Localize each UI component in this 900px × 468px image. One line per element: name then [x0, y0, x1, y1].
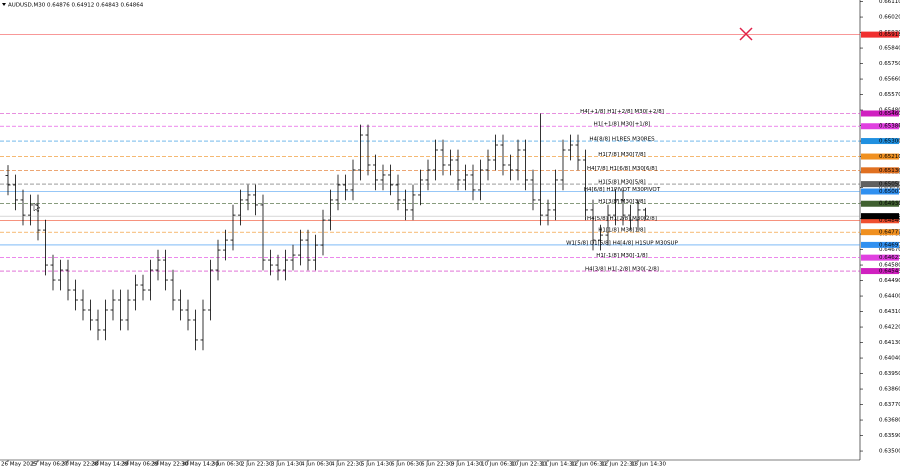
price-tag-label: 0.65007 — [879, 189, 900, 195]
level-label: H4[7/8] H1[6/8] M30[6/8] — [587, 166, 657, 172]
price-tag — [861, 167, 899, 174]
price-tag-label: 0.64545 — [879, 269, 900, 275]
level-label: H4[+1/8] H1[+2/8] M30[+2/8] — [580, 109, 664, 115]
menu-triangle[interactable] — [2, 3, 6, 6]
y-tick-label: 0.63590 — [879, 433, 900, 439]
price-tag — [861, 31, 899, 38]
y-tick-label: 0.65660 — [879, 77, 900, 83]
y-tick-label: 0.64310 — [879, 309, 900, 315]
x-tick-label: 27 May 22:30 — [61, 462, 99, 468]
x-tick-label: 29 May 22:30 — [151, 462, 189, 468]
price-tag-label: 0.65918 — [879, 32, 900, 38]
price-tag — [861, 123, 899, 130]
y-tick-label: 0.63500 — [879, 449, 900, 455]
y-tick-label: 0.65570 — [879, 92, 900, 98]
y-tick-label: 0.64580 — [879, 263, 900, 269]
price-tag-label: 0.64936 — [879, 201, 900, 207]
x-tick-label: 28 May 14:30 — [91, 462, 129, 468]
level-label: H4[8/8] H1RES M30RES — [589, 137, 655, 143]
price-tag — [861, 254, 899, 261]
x-tick-label: 30 May 14:30 — [181, 462, 219, 468]
level-label: H1[3/8] M30[3/8] — [598, 199, 645, 205]
price-tag — [861, 213, 899, 220]
price-tag-label: 0.65300 — [879, 139, 900, 145]
price-tag — [861, 188, 899, 195]
price-tag — [861, 217, 899, 224]
x-tick-label: 9 Jun 14:30 — [451, 462, 483, 468]
y-tick-label: 0.66110 — [879, 0, 900, 5]
price-tag — [861, 229, 899, 236]
price-tag-label: 0.65460 — [879, 111, 900, 117]
y-tick-label: 0.64040 — [879, 356, 900, 362]
y-tick-label: 0.63950 — [879, 371, 900, 377]
y-tick-label: 0.63680 — [879, 418, 900, 424]
x-tick-label: 26 May 2025 — [1, 462, 37, 468]
y-tick-label: 0.65030 — [879, 185, 900, 191]
y-tick-label: 0.63860 — [879, 387, 900, 393]
x-tick-label: 12 Jun 22:30 — [601, 462, 636, 468]
price-tag — [861, 200, 899, 207]
price-tag-label: 0.64697 — [879, 242, 900, 248]
price-tag — [861, 181, 899, 188]
x-tick-label: 13 Jun 14:30 — [631, 462, 666, 468]
y-tick-label: 0.66020 — [879, 15, 900, 21]
y-tick-label: 0.64400 — [879, 294, 900, 300]
chart-title: AUDUSD,M30 0.64876 0.64912 0.64843 0.648… — [8, 3, 144, 9]
level-label: H1[1/8] M30[1/8] — [598, 228, 645, 234]
level-label: H1[-1/8] M30[-1/8] — [596, 253, 647, 259]
level-label: H1[5/8] M30[5/8] — [598, 180, 645, 186]
y-tick-label: 0.64130 — [879, 340, 900, 346]
x-tick-label: 6 Jun 06:30 — [391, 462, 423, 468]
price-tag-label: 0.65386 — [879, 124, 900, 130]
price-tag-label: 0.64864 — [879, 214, 900, 220]
x-tick-label: 5 Jun 14:30 — [361, 462, 393, 468]
level-label: H1[7/8] M30[7/8] — [598, 152, 645, 158]
price-tag-label: 0.65050 — [879, 182, 900, 188]
price-tag — [861, 153, 899, 160]
price-tag-label: 0.64623 — [879, 255, 900, 261]
level-label: H4[6/8] H1PIVOT M30PIVOT — [584, 187, 661, 193]
x-tick-label: 10 Jun 06:30 — [481, 462, 516, 468]
y-tick-label: 0.64490 — [879, 278, 900, 284]
x-tick-label: 4 Jun 06:30 — [301, 462, 333, 468]
x-tick-label: 2 Jun 22:30 — [241, 462, 273, 468]
x-tick-label: 12 Jun 06:30 — [571, 462, 606, 468]
level-label: W1[5/8] D1[5/8] H4[4/8] H1SUP M30SUP — [566, 240, 678, 246]
x-tick-label: 11 Jun 14:30 — [541, 462, 576, 468]
x-tick-label: 10 Jun 22:30 — [511, 462, 546, 468]
x-tick-label: 3 Jun 14:30 — [271, 462, 303, 468]
close-icon-stroke — [739, 27, 753, 41]
x-tick-label: 29 May 06:30 — [121, 462, 159, 468]
y-tick-label: 0.64670 — [879, 247, 900, 253]
price-tag — [861, 110, 899, 117]
y-tick-label: 0.65840 — [879, 46, 900, 52]
price-tag-label: 0.65210 — [879, 154, 900, 160]
close-icon[interactable] — [739, 27, 753, 41]
price-tag — [861, 268, 899, 275]
price-tag — [861, 241, 899, 248]
y-tick-label: 0.65750 — [879, 61, 900, 67]
y-tick-label: 0.63770 — [879, 402, 900, 408]
price-tag — [861, 138, 899, 145]
level-label: H1[+1/8] M30[+1/8] — [594, 122, 651, 128]
x-tick-label: 27 May 06:30 — [31, 462, 69, 468]
price-tag-label: 0.64840 — [879, 218, 900, 224]
level-label: H4[5/8] H1[2/8] M30[2/8] — [587, 216, 657, 222]
price-tag-label: 0.64771 — [879, 230, 900, 236]
level-label: H4[3/8] H1[-2/8] M30[-2/8] — [585, 267, 659, 273]
price-tag-label: 0.65130 — [879, 168, 900, 174]
x-tick-label: 6 Jun 22:30 — [421, 462, 453, 468]
x-tick-label: 4 Jun 22:30 — [331, 462, 363, 468]
x-tick-label: 2 Jun 06:30 — [211, 462, 243, 468]
y-tick-label: 0.64220 — [879, 325, 900, 331]
